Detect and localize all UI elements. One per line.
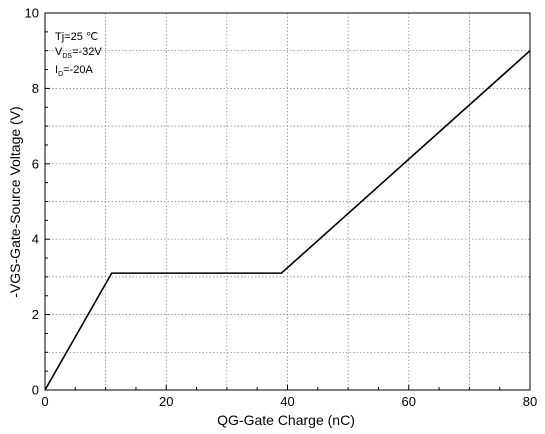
y-tick-label: 6: [32, 156, 39, 171]
vds-value: =-32V: [72, 46, 102, 58]
x-tick-label: 60: [402, 394, 416, 409]
vds-subscript: DS: [62, 53, 72, 60]
y-tick-label: 8: [32, 81, 39, 96]
x-tick-label: 0: [41, 394, 48, 409]
series-line: [44, 50, 531, 391]
y-tick-label: 0: [32, 383, 39, 398]
condition-annotations: Tj=25 ℃ VDS=-32V ID=-20A: [55, 31, 102, 78]
annotation-vds: VDS=-32V: [55, 46, 102, 60]
plot-frame: [44, 12, 531, 391]
annotation-tj: Tj=25 ℃: [55, 31, 98, 43]
id-symbol: I: [55, 64, 58, 76]
y-tick-label: 10: [25, 6, 39, 21]
x-tick-label: 80: [523, 394, 537, 409]
series-group: [44, 50, 531, 391]
x-axis-title: QG-Gate Charge (nC): [217, 412, 355, 428]
grid-lines: [45, 13, 530, 390]
annotation-id: ID=-20A: [55, 64, 93, 78]
y-tick-label: 2: [32, 307, 39, 322]
y-axis-title: -VGS-Gate-Source Voltage (V): [7, 106, 23, 297]
id-value: =-20A: [63, 64, 93, 76]
x-tick-labels: 0 20 40 60 80: [41, 394, 537, 409]
y-tick-label: 4: [32, 232, 39, 247]
x-tick-label: 20: [159, 394, 173, 409]
x-tick-label: 40: [280, 394, 294, 409]
id-subscript: D: [58, 71, 63, 78]
y-tick-labels: 0 2 4 6 8 10: [25, 6, 39, 398]
vds-symbol: V: [55, 46, 63, 58]
